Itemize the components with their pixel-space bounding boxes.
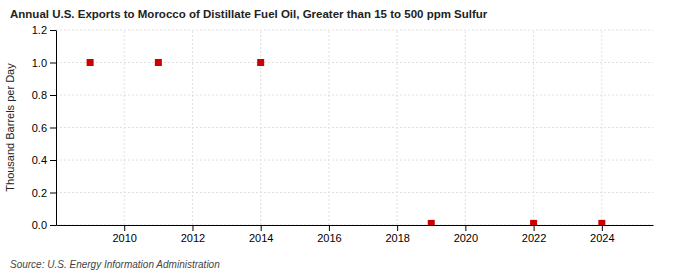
point	[428, 220, 435, 225]
x-tick: 2010	[112, 225, 136, 244]
y-tick-label: 0.8	[32, 89, 47, 101]
y-tick-mark	[50, 63, 56, 64]
y-tick: 0.6	[32, 122, 56, 134]
y-tick-mark	[50, 95, 56, 96]
x-tick: 2014	[249, 225, 273, 244]
y-tick-label: 1.0	[32, 57, 47, 69]
y-tick: 1.0	[32, 57, 56, 69]
x-tick-mark	[465, 225, 466, 231]
x-tick-label: 2018	[385, 232, 409, 244]
point	[257, 59, 264, 66]
x-tick: 2020	[454, 225, 478, 244]
x-tick: 2018	[385, 225, 409, 244]
source: Source: U.S. Energy Information Administ…	[10, 259, 220, 270]
y-tick-label: 1.2	[32, 24, 47, 36]
y-tick-mark	[50, 30, 56, 31]
point	[598, 220, 605, 225]
y-tick: 0.2	[32, 187, 56, 199]
y-tick: 0.4	[32, 154, 56, 166]
x-tick: 2012	[181, 225, 205, 244]
y-tick-mark	[50, 160, 56, 161]
x-tick-mark	[602, 225, 603, 231]
y-tick-mark	[50, 193, 56, 194]
y-tick-label: 0.0	[32, 219, 47, 231]
grid-line-y	[56, 225, 653, 226]
chart: 201020122014201620182020202220240.00.20.…	[0, 0, 675, 275]
y-tick: 0.8	[32, 89, 56, 101]
x-tick-mark	[329, 225, 330, 231]
y-tick: 1.2	[32, 24, 56, 36]
x-tick-label: 2016	[317, 232, 341, 244]
x-tick-mark	[124, 225, 125, 231]
y-tick-label: 0.2	[32, 187, 47, 199]
x-axis-line	[57, 225, 654, 226]
y-tick-label: 0.6	[32, 122, 47, 134]
y-axis-title: Thousand Barrels per Day	[4, 63, 16, 192]
grid-line-y	[56, 160, 653, 161]
grid	[56, 30, 653, 225]
point	[530, 220, 537, 225]
y-axis: 0.0 0.2 0.4 0.6 0.8 1.0 1.2	[32, 24, 57, 231]
title: Annual U.S. Exports to Morocco of Distil…	[10, 8, 488, 20]
x-tick-mark	[397, 225, 398, 231]
point	[155, 59, 162, 66]
y-tick-mark	[50, 225, 56, 226]
x-tick-mark	[534, 225, 535, 231]
y-tick: 0.0	[32, 219, 56, 231]
y-tick-label: 0.4	[32, 154, 47, 166]
grid-line-y	[56, 30, 653, 31]
x-tick-label: 2010	[112, 232, 136, 244]
plot-area	[87, 59, 606, 225]
grid-line-y	[56, 192, 653, 193]
y-tick-mark	[50, 128, 56, 129]
grid-line-y	[56, 127, 653, 128]
x-tick-mark	[192, 225, 193, 231]
x-tick-label: 2014	[249, 232, 273, 244]
grid-line-y	[56, 95, 653, 96]
x-tick: 2022	[522, 225, 546, 244]
x-tick-label: 2020	[454, 232, 478, 244]
point	[87, 59, 94, 66]
x-tick-mark	[261, 225, 262, 231]
x-tick-label: 2022	[522, 232, 546, 244]
x-tick-label: 2024	[590, 232, 614, 244]
x-tick: 2016	[317, 225, 341, 244]
x-tick-label: 2012	[181, 232, 205, 244]
y-axis-line	[56, 31, 57, 226]
x-tick: 2024	[590, 225, 614, 244]
x-axis: 2010 2012 2014 2016 2018 2020 2022 2024	[57, 225, 654, 244]
grid-line-y	[56, 62, 653, 63]
